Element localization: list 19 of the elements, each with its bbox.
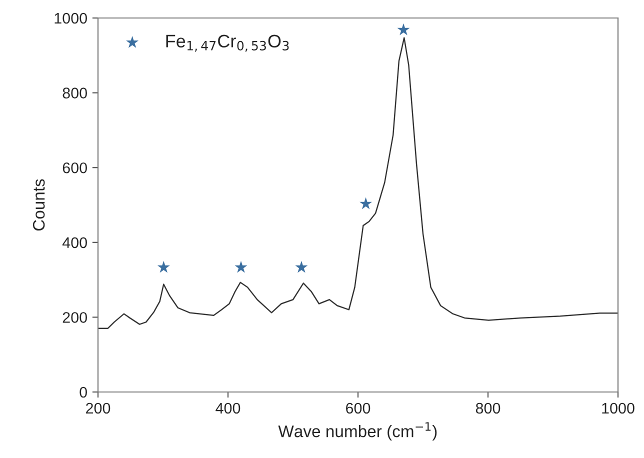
point <box>157 260 170 273</box>
x-tick-label: 800 <box>476 402 500 414</box>
x-tick-label: 600 <box>346 402 370 414</box>
y-tick-label: 800 <box>62 88 87 98</box>
point <box>397 23 410 36</box>
legend-label: Fe$_{1,47}$Cr$_{0,53}$O$_{3}$ <box>166 34 289 52</box>
x-tick-label: 200 <box>86 402 110 414</box>
y-tick-label: 0 <box>80 386 87 398</box>
y-axis-title: Counts <box>32 179 45 231</box>
y-tick-label: 200 <box>62 312 87 323</box>
x-tick-label: 1000 <box>602 402 634 414</box>
y-tick-label: 400 <box>62 237 87 248</box>
point <box>295 260 308 273</box>
x-tick-label: 400 <box>216 402 240 414</box>
x-axis-title: Wave number (cm$^{−1}$) <box>278 422 437 441</box>
y-tick-label: 1000 <box>54 12 87 24</box>
point <box>360 197 372 210</box>
point <box>234 260 248 273</box>
y-tick-label: 600 <box>62 162 87 174</box>
